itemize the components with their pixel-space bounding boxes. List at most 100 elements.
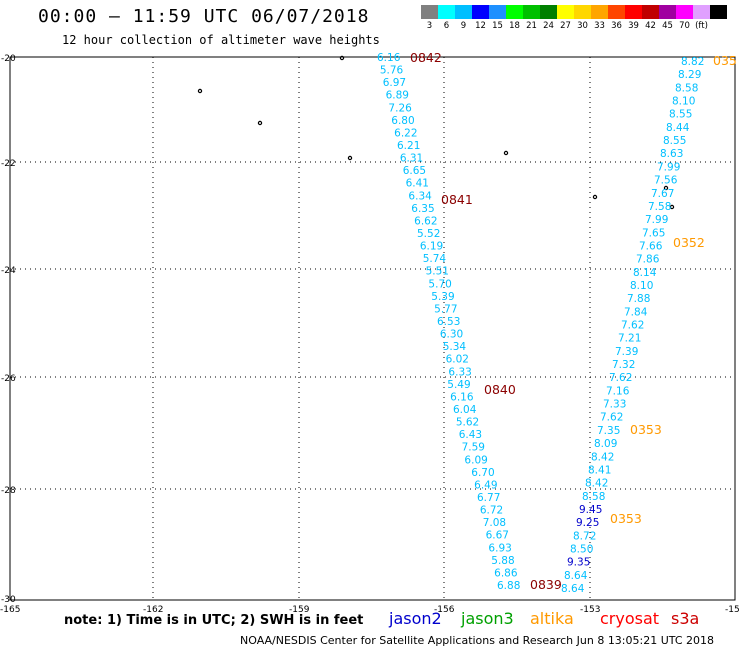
- color-scale-label: 21: [526, 21, 537, 31]
- wave-height-label: 8.42: [591, 451, 614, 463]
- lon-label: -15: [725, 605, 740, 615]
- color-swatch: [625, 5, 642, 19]
- wave-height-label: 6.62: [414, 215, 437, 227]
- color-scale-label: 6: [443, 21, 450, 31]
- wave-height-label: 6.16: [450, 391, 474, 403]
- wave-height-label: 6.53: [437, 316, 460, 328]
- wave-height-label: 6.31: [400, 153, 423, 165]
- wave-height-label: 8.42: [585, 478, 608, 490]
- lat-label: -26: [1, 374, 16, 384]
- pass-time-label: 0353: [630, 422, 662, 437]
- wave-height-label: 8.41: [588, 464, 611, 476]
- lat-label: -24: [1, 266, 16, 276]
- legend-item-cryosat: cryosat: [600, 609, 660, 628]
- wave-height-label: 5.88: [491, 555, 514, 567]
- pass-time-label: 0842: [410, 50, 442, 65]
- island-marker: [503, 150, 509, 156]
- color-swatch: [659, 5, 676, 19]
- wave-height-label: 7.16: [606, 385, 630, 397]
- lon-label: -165: [0, 605, 20, 615]
- legend-item-s3a: s3a: [671, 609, 700, 628]
- color-swatch: [455, 5, 472, 19]
- color-scale-label: 45: [662, 21, 673, 31]
- legend-item-jason2: jason2: [389, 609, 442, 628]
- island-marker: [347, 155, 353, 161]
- wave-height-label: 7.59: [462, 442, 485, 454]
- wave-height-label: 8.14: [633, 267, 657, 279]
- color-scale-label: 3: [426, 21, 433, 31]
- color-swatch: [523, 5, 540, 19]
- color-scale-label: (ft): [695, 21, 708, 31]
- color-scale-label: 18: [509, 21, 520, 31]
- wave-height-label: 6.04: [453, 404, 477, 416]
- pass-time-label: 0352: [673, 235, 705, 250]
- wave-height-label: 8.55: [663, 135, 686, 147]
- wave-height-label: 8.10: [630, 280, 653, 292]
- color-swatch: [557, 5, 574, 19]
- wave-height-label: 7.32: [612, 359, 635, 371]
- color-swatch: [472, 5, 489, 19]
- wave-height-label: 7.66: [639, 240, 663, 252]
- wave-height-label: 6.02: [446, 354, 469, 366]
- wave-height-label: 6.89: [386, 90, 409, 102]
- color-scale-label: 15: [492, 21, 503, 31]
- color-swatch: [574, 5, 591, 19]
- wave-height-label: 5.62: [456, 417, 479, 429]
- color-scale-label: 9: [460, 21, 467, 31]
- wave-height-label: 7.08: [483, 517, 506, 529]
- wave-height-label: 7.33: [603, 399, 626, 411]
- wave-height-label: 6.70: [471, 467, 494, 479]
- wave-height-label: 8.55: [669, 109, 692, 121]
- color-scale-label: 36: [611, 21, 622, 31]
- color-scale-label: 70: [679, 21, 690, 31]
- wave-height-label: 8.09: [594, 438, 617, 450]
- color-swatch: [710, 5, 727, 19]
- wave-height-label: 9.25: [576, 517, 599, 529]
- color-swatch: [438, 5, 455, 19]
- wave-height-label: 7.88: [627, 293, 650, 305]
- wave-height-label: 8.58: [582, 491, 605, 503]
- wave-height-label: 6.21: [397, 140, 420, 152]
- island-marker: [339, 55, 345, 61]
- wave-height-label: 5.51: [426, 266, 449, 278]
- wave-height-label: 7.58: [648, 201, 671, 213]
- pass-time-label: 0839: [530, 577, 562, 592]
- color-swatch: [642, 5, 659, 19]
- wave-height-label: 7.62: [600, 412, 623, 424]
- wave-height-label: 8.10: [672, 96, 695, 108]
- color-swatch: [608, 5, 625, 19]
- color-scale-label: 39: [628, 21, 639, 31]
- wave-height-label: 7.99: [657, 161, 680, 173]
- map-subtitle: 12 hour collection of altimeter wave hei…: [62, 33, 380, 47]
- pass-time-label: 0840: [484, 382, 516, 397]
- color-scale-label: 12: [475, 21, 486, 31]
- map-title: 00:00 – 11:59 UTC 06/07/2018: [38, 6, 370, 27]
- lon-label: -153: [580, 605, 600, 615]
- color-scale-label: 24: [543, 21, 554, 31]
- wave-height-label: 9.35: [567, 557, 590, 569]
- wave-height-label: 8.64: [564, 570, 588, 582]
- wave-height-label: 6.86: [494, 567, 518, 579]
- wave-height-label: 5.76: [380, 65, 404, 77]
- wave-height-label: 7.65: [642, 227, 665, 239]
- wave-height-label: 7.26: [388, 102, 412, 114]
- credit-line: NOAA/NESDIS Center for Satellite Applica…: [240, 634, 715, 647]
- wave-height-label: 5.49: [447, 379, 470, 391]
- wave-height-label: 6.72: [480, 505, 503, 517]
- wave-height-label: 8.44: [666, 122, 690, 134]
- wave-height-label: 7.84: [624, 306, 648, 318]
- wave-height-label: 7.39: [615, 346, 638, 358]
- wave-height-label: 6.43: [459, 429, 482, 441]
- wave-height-label: 6.33: [448, 366, 471, 378]
- wave-height-label: 6.16: [377, 52, 401, 64]
- color-scale-label: 33: [594, 21, 605, 31]
- wave-height-label: 5.70: [428, 278, 451, 290]
- lat-label: -20: [1, 54, 16, 64]
- color-swatch: [676, 5, 693, 19]
- island-marker: [592, 194, 598, 200]
- wave-height-label: 8.50: [570, 543, 593, 555]
- wave-height-label: 7.62: [609, 372, 632, 384]
- legend-item-jason3: jason3: [461, 609, 514, 628]
- wave-height-label: 6.97: [383, 77, 406, 89]
